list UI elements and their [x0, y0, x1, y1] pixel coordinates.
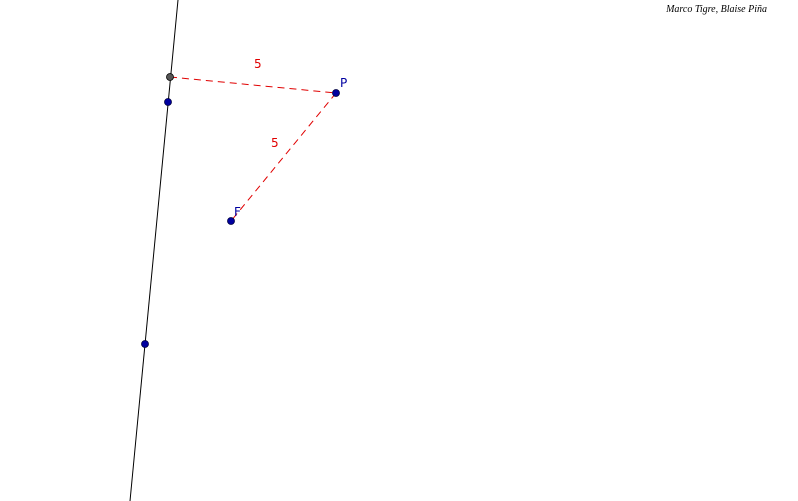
directrix-line	[129, 0, 179, 501]
foot-point[interactable]	[166, 73, 174, 81]
segment-p-focus	[230, 92, 337, 222]
point-p[interactable]	[332, 89, 340, 97]
segment-length: 5	[254, 57, 262, 71]
point-label: F	[234, 205, 241, 219]
segment-p-directrix	[169, 76, 337, 94]
segment-length: 5	[271, 136, 279, 150]
credit: Marco Tigre, Blaise Piña	[665, 4, 767, 15]
point-f[interactable]	[227, 217, 235, 225]
line-point[interactable]	[164, 98, 172, 106]
point-label: P	[340, 76, 347, 90]
line-point[interactable]	[141, 340, 149, 348]
